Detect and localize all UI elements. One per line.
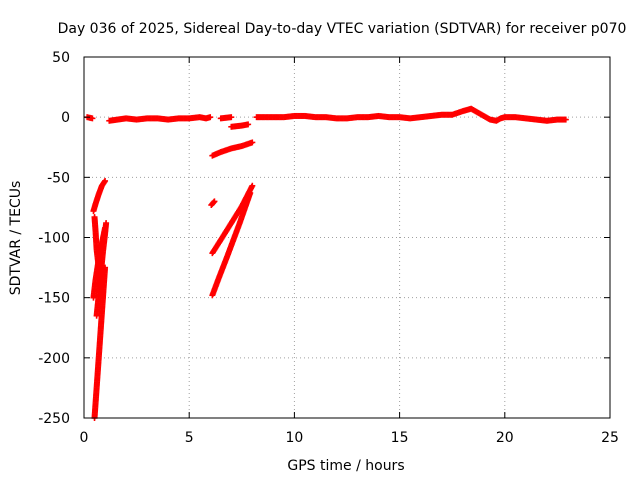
y-axis-label: SDTVAR / TECUs xyxy=(8,181,24,296)
data-point xyxy=(102,177,109,184)
data-point xyxy=(228,114,235,121)
series-group xyxy=(90,177,110,421)
data-point xyxy=(245,121,252,128)
data-points xyxy=(84,105,569,421)
chart-title: Day 036 of 2025, Sidereal Day-to-day VTE… xyxy=(58,21,627,37)
data-point xyxy=(247,189,254,196)
series-group xyxy=(209,139,256,159)
x-tick-label: 0 xyxy=(80,430,89,446)
x-tick-label: 10 xyxy=(285,430,303,446)
data-point xyxy=(249,139,256,146)
y-tick-label: -100 xyxy=(38,231,70,247)
series-group xyxy=(84,105,569,130)
plot-frame xyxy=(83,56,611,419)
x-tick-labels: 0 5 10 15 20 25 xyxy=(80,430,619,446)
y-tick-label: -250 xyxy=(38,411,70,427)
y-tick-label: -150 xyxy=(38,291,70,307)
data-point xyxy=(103,220,110,227)
axis-ticks xyxy=(83,56,611,419)
y-tick-label: -50 xyxy=(47,170,70,186)
data-point xyxy=(207,114,214,121)
data-point xyxy=(211,198,218,205)
x-axis-label: GPS time / hours xyxy=(287,458,404,474)
x-tick-label: 25 xyxy=(601,430,619,446)
data-point xyxy=(562,116,569,123)
x-tick-label: 5 xyxy=(185,430,194,446)
y-tick-label: 0 xyxy=(61,110,70,126)
y-tick-labels: -250 -200 -150 -100 -50 0 50 xyxy=(38,50,70,427)
data-point xyxy=(249,182,256,189)
series-group xyxy=(208,182,256,299)
grid-lines xyxy=(84,57,610,418)
x-tick-label: 20 xyxy=(496,430,514,446)
y-tick-label: 50 xyxy=(52,50,70,66)
data-point xyxy=(89,115,96,122)
x-tick-label: 15 xyxy=(391,430,409,446)
y-tick-label: -200 xyxy=(38,351,70,367)
